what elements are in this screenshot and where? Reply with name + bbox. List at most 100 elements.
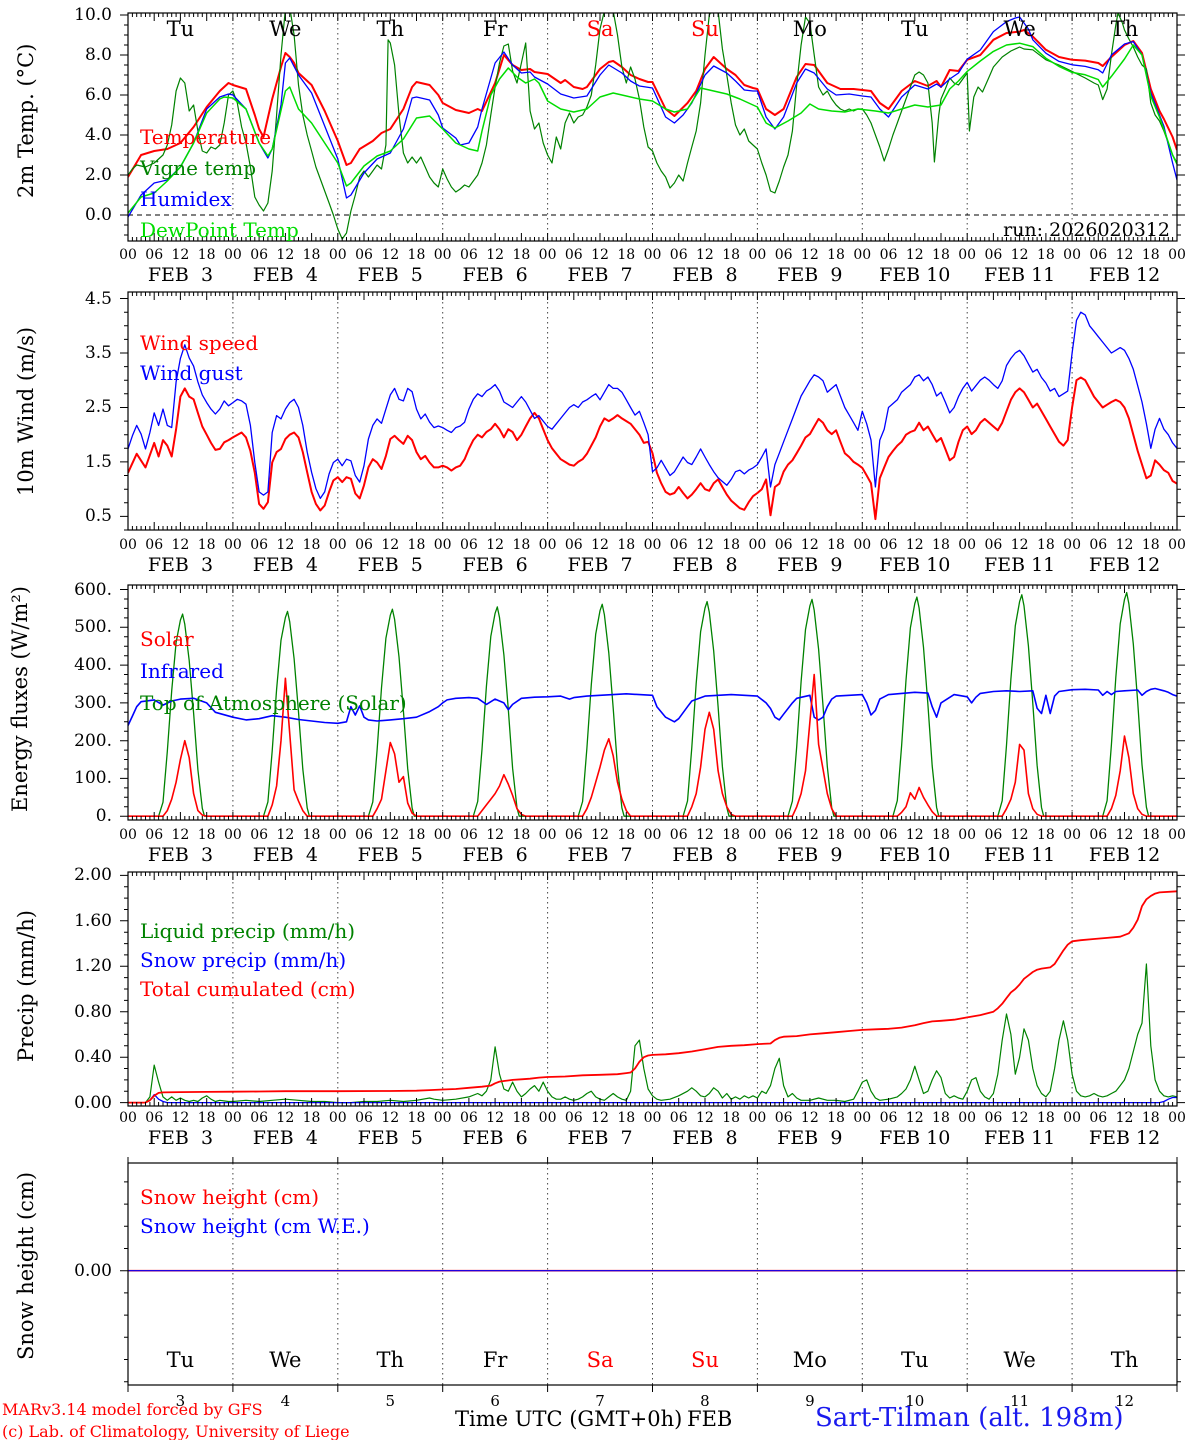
date-label: FEB 3 [147,554,214,576]
date-label: FEB 4 [252,554,318,576]
hour-tick-label: 06 [564,1110,583,1126]
hour-tick-label: 00 [643,247,662,263]
hour-tick-label: 06 [145,827,164,843]
day-name-label: Fr [482,17,508,41]
hour-tick-label: 06 [669,827,688,843]
lab-credit-line: (c) Lab. of Climatology, University of L… [2,1422,350,1440]
hour-tick-label: 06 [1089,1110,1108,1126]
hour-tick-label: 06 [145,537,164,553]
date-label: FEB 12 [1088,554,1161,576]
y-tick-label: 8.0 [84,45,112,65]
hour-tick-label: 18 [1141,827,1160,843]
hour-tick-label: 12 [696,247,714,263]
hour-tick-label: 12 [905,827,924,843]
date-label: FEB 3 [147,264,214,286]
hour-tick-label: 06 [250,827,269,843]
hour-tick-label: 06 [774,247,793,263]
day-name-label: Fr [482,1348,508,1372]
hour-tick-label: 06 [984,827,1003,843]
date-label: FEB 5 [357,554,423,576]
hour-tick-label: 12 [696,827,714,843]
hour-tick-label: 00 [328,1110,347,1126]
hour-tick-label: 06 [879,827,898,843]
hour-tick-label: 00 [853,1110,872,1126]
curve-dewpoint-temp [128,42,1177,214]
hour-tick-label: 00 [223,1110,242,1126]
hour-tick-label: 18 [722,537,741,553]
legend-infrared: Infrared [140,659,224,683]
hour-tick-label: 00 [748,1110,767,1126]
hour-tick-label: 00 [538,537,557,553]
hour-tick-label: 06 [984,537,1003,553]
date-label: FEB 8 [672,264,738,286]
hour-tick-label: 12 [800,827,819,843]
y-tick-label: 2.0 [84,165,112,185]
curve-liquid-precip-mm-h- [128,963,1177,1104]
date-label: FEB 4 [252,1127,318,1149]
hour-tick-label: 12 [381,827,400,843]
y-axis-title-precip: Precip (mm/h) [14,909,38,1062]
hour-tick-label: 18 [1036,827,1055,843]
legend-solar: Solar [140,627,194,651]
curve-infrared [128,687,1177,726]
day-name-label: Th [1110,1348,1139,1372]
hour-tick-label: 12 [1115,1110,1134,1126]
y-tick-label: 0.00 [74,1092,112,1113]
y-tick-label: 4.0 [84,125,112,145]
hour-tick-label: 00 [1168,247,1186,263]
y-tick-label: 0.00 [74,1260,112,1281]
y-tick-label: 0.0 [84,205,112,225]
date-label: FEB 4 [252,844,318,866]
hour-tick-label: 12 [1010,247,1029,263]
day-number-label: 11 [1010,1392,1030,1410]
hour-tick-label: 00 [119,247,137,263]
series-group-panel-0 [128,13,1177,240]
hour-tick-label: 12 [1010,537,1029,553]
hour-tick-label: 06 [250,537,269,553]
hour-tick-label: 18 [197,827,216,843]
y-tick-label: 0.40 [74,1047,112,1068]
hour-tick-label: 12 [800,1110,819,1126]
hour-tick-label: 12 [905,1110,924,1126]
hour-tick-label: 12 [276,827,295,843]
date-label: FEB 9 [777,844,843,866]
y-tick-label: 2.00 [74,865,112,886]
hour-tick-label: 18 [827,827,845,843]
hour-tick-label: 06 [774,827,793,843]
hour-tick-label: 12 [276,537,295,553]
hour-tick-label: 00 [1063,1110,1082,1126]
hour-tick-label: 00 [119,537,137,553]
day-name-label: Tu [166,1348,195,1372]
hour-tick-label: 12 [171,1110,190,1126]
y-tick-label: 6.0 [84,85,112,105]
hour-tick-label: 18 [617,827,636,843]
y-tick-label: 600. [74,579,112,600]
date-label: FEB 7 [567,264,633,286]
y-tick-label: 0. [95,806,112,827]
hour-tick-label: 00 [433,827,452,843]
hour-tick-label: 18 [407,247,426,263]
hour-tick-label: 00 [223,537,242,553]
date-label: FEB 9 [777,1127,843,1149]
day-number-label: 8 [700,1392,710,1410]
y-tick-label: 200. [74,730,112,751]
hour-tick-label: 00 [643,537,662,553]
hour-tick-label: 06 [984,247,1003,263]
hour-tick-label: 00 [853,247,872,263]
hour-tick-label: 12 [486,827,505,843]
hour-tick-label: 18 [617,247,636,263]
hour-tick-label: 06 [145,1110,164,1126]
hour-tick-label: 06 [355,537,373,553]
legend-snow-precip: Snow precip (mm/h) [140,948,347,972]
hour-tick-label: 00 [958,1110,977,1126]
hour-tick-label: 00 [1063,247,1082,263]
day-number-label: 10 [905,1392,925,1410]
hour-tick-label: 18 [302,537,321,553]
hour-tick-label: 18 [932,537,950,553]
day-name-label: Mo [792,1348,827,1372]
date-label: FEB 7 [567,1127,633,1149]
hour-tick-label: 06 [250,1110,269,1126]
curve-total-cumulated-cm- [128,890,1177,1104]
hour-tick-label: 18 [512,537,531,553]
hour-tick-label: 00 [223,827,242,843]
